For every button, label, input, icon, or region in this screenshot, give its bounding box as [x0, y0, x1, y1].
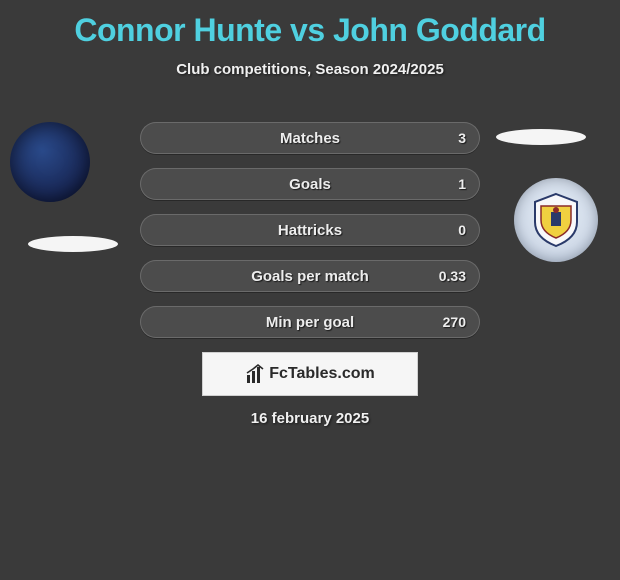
bar-chart-icon — [245, 363, 267, 385]
page-title: Connor Hunte vs John Goddard — [0, 0, 620, 49]
stat-right-value: 270 — [436, 314, 466, 330]
stat-row-goals-per-match: Goals per match 0.33 — [140, 260, 480, 292]
stat-row-goals: Goals 1 — [140, 168, 480, 200]
stat-label: Min per goal — [266, 314, 354, 331]
date-label: 16 february 2025 — [0, 410, 620, 427]
stat-row-hattricks: Hattricks 0 — [140, 214, 480, 246]
stat-right-value: 0 — [436, 222, 466, 238]
player-left-avatar — [10, 122, 90, 202]
stat-right-value: 1 — [436, 176, 466, 192]
player-left-shadow — [28, 236, 118, 252]
brand-text: FcTables.com — [269, 365, 375, 383]
stat-right-value: 3 — [436, 130, 466, 146]
club-crest-icon — [531, 192, 581, 248]
stat-label: Goals — [289, 176, 331, 193]
stat-row-matches: Matches 3 — [140, 122, 480, 154]
stats-table: Matches 3 Goals 1 Hattricks 0 Goals per … — [140, 122, 480, 352]
player-right-shadow — [496, 129, 586, 145]
stat-label: Goals per match — [251, 268, 369, 285]
player-right-badge — [514, 178, 598, 262]
stat-row-min-per-goal: Min per goal 270 — [140, 306, 480, 338]
footer-brand-badge: FcTables.com — [202, 352, 418, 396]
stat-label: Hattricks — [278, 222, 342, 239]
subtitle: Club competitions, Season 2024/2025 — [0, 61, 620, 78]
brand-logo: FcTables.com — [245, 363, 375, 385]
stat-label: Matches — [280, 130, 340, 147]
stat-right-value: 0.33 — [436, 268, 466, 284]
